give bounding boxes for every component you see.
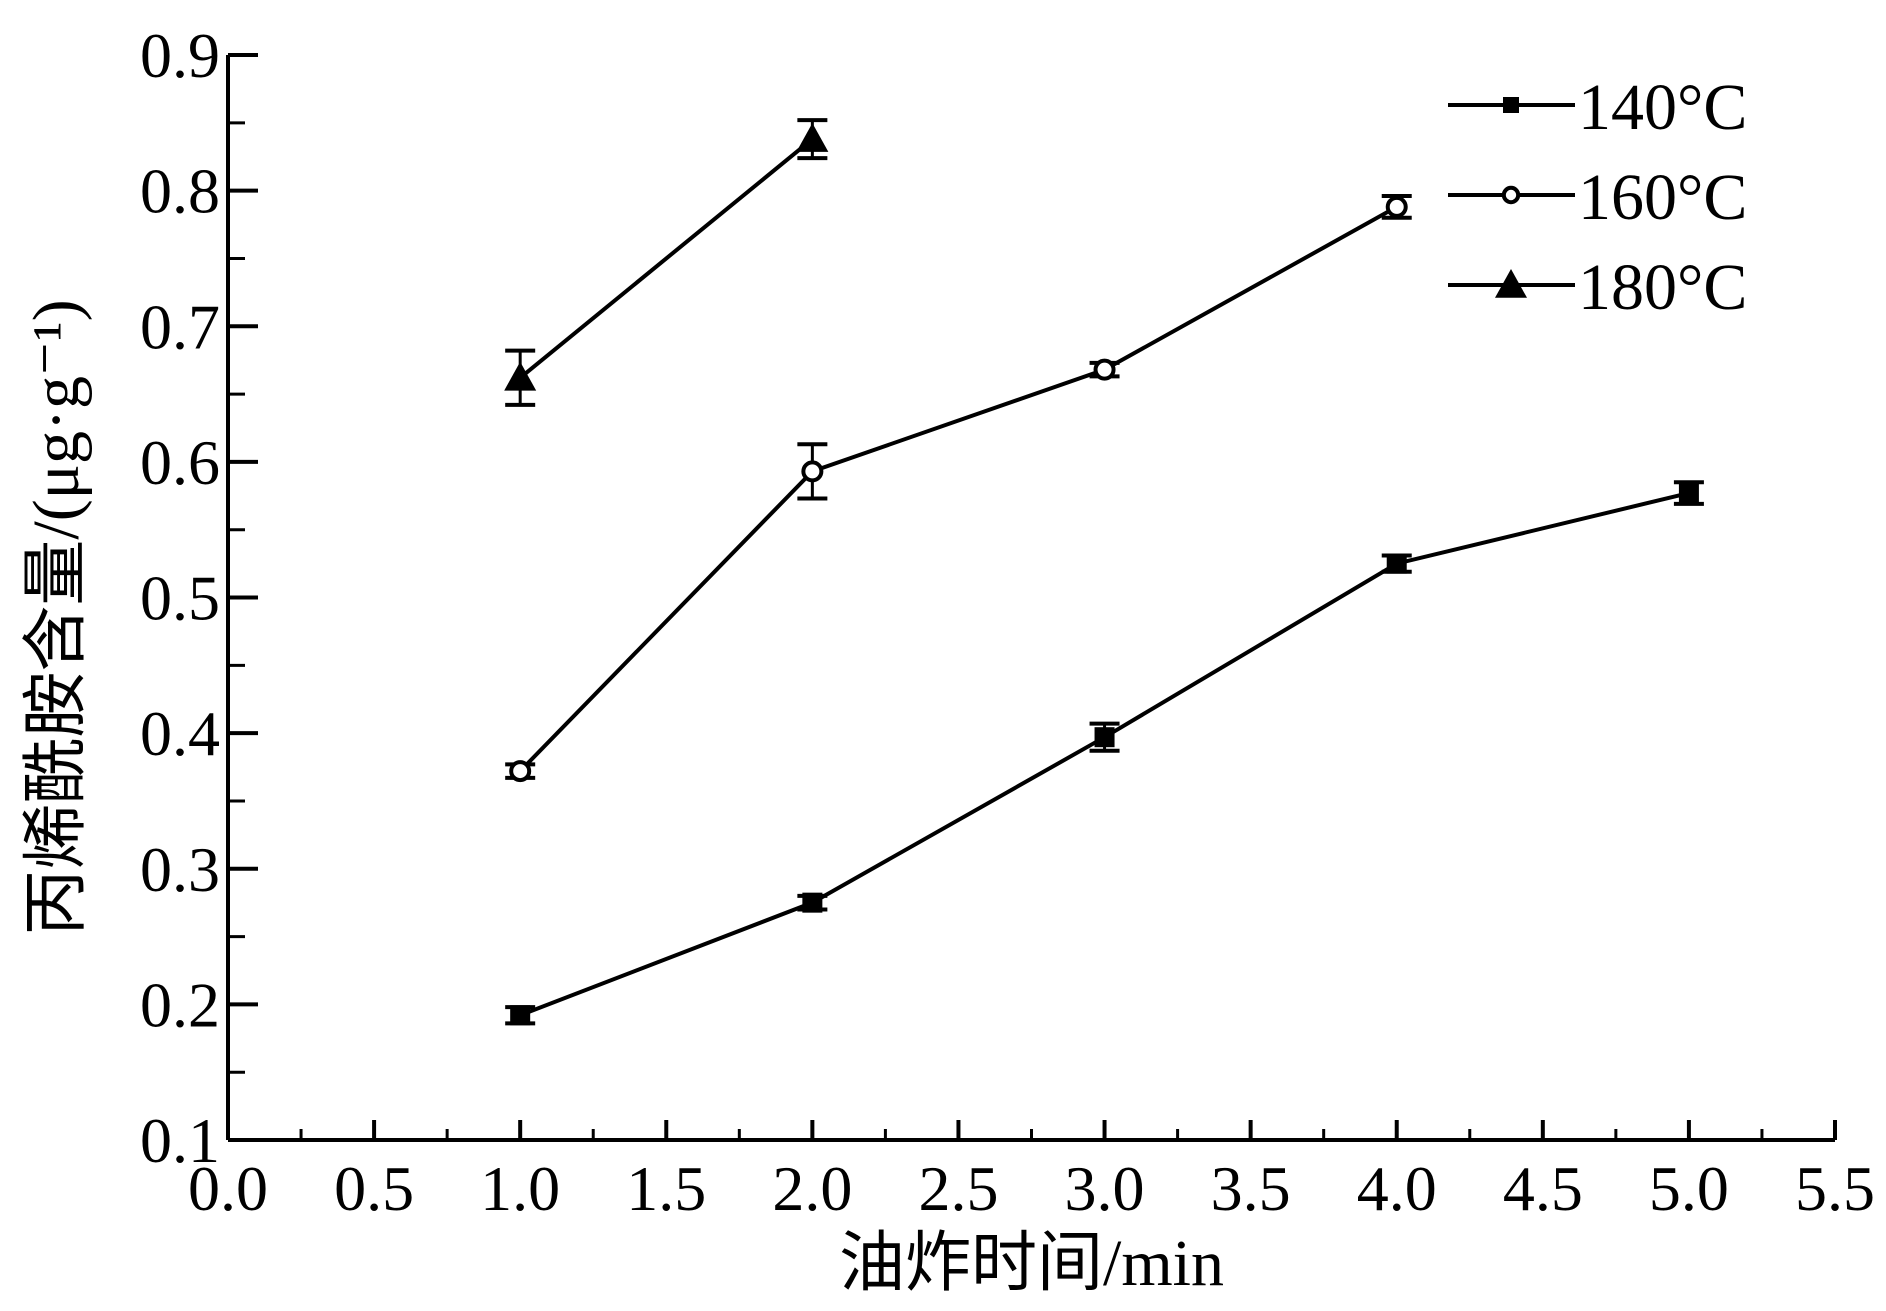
circle-marker — [511, 762, 529, 780]
y-tick-label: 0.3 — [140, 834, 220, 905]
circle-marker — [803, 462, 821, 480]
legend-label: 180°C — [1578, 251, 1747, 324]
y-tick-label: 0.9 — [140, 20, 220, 91]
y-tick-label: 0.2 — [140, 969, 220, 1040]
square-marker — [802, 893, 822, 913]
triangle-marker — [796, 123, 828, 152]
x-tick-label: 0.5 — [334, 1153, 414, 1224]
y-tick-label: 0.1 — [140, 1105, 220, 1176]
y-axis-ticks: 0.1 0.2 0.3 0.4 0.5 0.6 0.7 0.8 0.9 — [140, 20, 258, 1176]
y-tick-label: 0.4 — [140, 698, 220, 769]
y-tick-label: 0.6 — [140, 427, 220, 498]
x-tick-label: 3.0 — [1065, 1153, 1145, 1224]
legend-label: 140°C — [1578, 71, 1747, 144]
x-tick-label: 5.0 — [1649, 1153, 1729, 1224]
square-marker — [1095, 727, 1115, 747]
circle-marker — [1504, 188, 1518, 202]
y-tick-label: 0.7 — [140, 291, 220, 362]
y-axis-title: 丙烯酰胺含量/(μg·g⁻¹) — [20, 299, 93, 935]
legend-label: 160°C — [1578, 161, 1747, 234]
x-axis-title: 油炸时间/min — [839, 1227, 1224, 1300]
square-marker — [1503, 97, 1519, 113]
x-tick-label: 5.5 — [1795, 1153, 1875, 1224]
x-tick-label: 1.0 — [480, 1153, 560, 1224]
y-tick-label: 0.5 — [140, 563, 220, 634]
series-2 — [504, 120, 828, 405]
square-marker — [510, 1005, 530, 1025]
x-tick-label: 3.5 — [1211, 1153, 1291, 1224]
x-tick-label: 2.5 — [918, 1153, 998, 1224]
legend-item: 160°C — [1448, 161, 1747, 234]
legend-item: 140°C — [1448, 71, 1747, 144]
square-marker — [1387, 554, 1407, 574]
legend-item: 180°C — [1448, 251, 1747, 324]
series-line — [520, 493, 1689, 1015]
series-line — [520, 139, 812, 378]
x-tick-label: 1.5 — [626, 1153, 706, 1224]
series-1 — [505, 196, 1412, 780]
legend: 140°C 160°C 180°C — [1448, 71, 1747, 324]
series-line — [520, 207, 1397, 771]
x-tick-label: 4.0 — [1357, 1153, 1437, 1224]
x-axis-ticks: 0.0 0.5 1.0 1.5 2.0 2.5 3.0 3.5 4.0 4.5 5.0 5.5 — [188, 1120, 1875, 1224]
series-0 — [505, 482, 1704, 1025]
series-layer — [504, 120, 1704, 1025]
square-marker — [1679, 483, 1699, 503]
circle-marker — [1388, 198, 1406, 216]
y-tick-label: 0.8 — [140, 156, 220, 227]
circle-marker — [1096, 361, 1114, 379]
x-tick-label: 4.5 — [1503, 1153, 1583, 1224]
x-tick-label: 2.0 — [772, 1153, 852, 1224]
